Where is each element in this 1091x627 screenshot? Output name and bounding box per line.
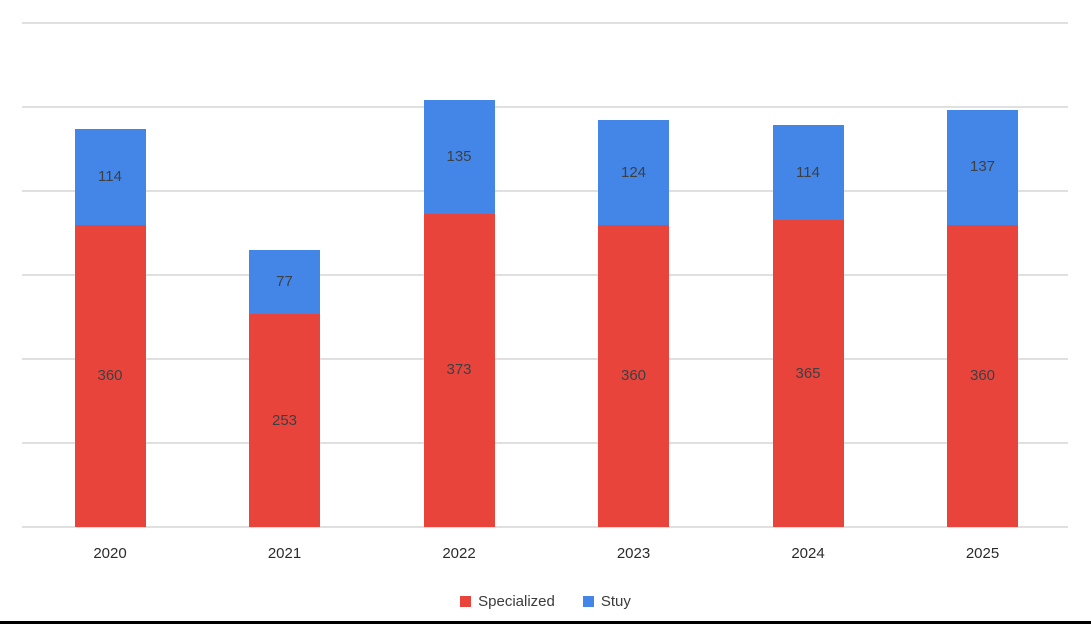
legend-item-stuy: Stuy [582, 592, 631, 610]
bar-segment-specialized-2025 [947, 224, 1018, 527]
data-label-specialized-2020: 360 [97, 366, 123, 384]
legend-swatch-stuy-icon [582, 595, 594, 607]
bar-segment-stuy-2023 [598, 120, 669, 225]
data-label-specialized-2021: 253 [271, 411, 298, 429]
x-axis-label-2022: 2022 [442, 545, 476, 562]
gridline [22, 106, 1068, 108]
gridline [22, 358, 1068, 360]
data-label-stuy-2021: 77 [276, 273, 293, 291]
bar-segment-stuy-2022 [423, 100, 495, 214]
x-axis-label-2025: 2025 [965, 545, 1000, 562]
bar-segment-stuy-2021 [249, 249, 320, 315]
legend-label-stuy: Stuy [600, 592, 631, 610]
data-label-stuy-2024: 114 [796, 163, 820, 181]
gridline [22, 526, 1068, 528]
bar-segment-stuy-2024 [772, 124, 844, 221]
legend-swatch-specialized-icon [460, 595, 472, 607]
legend-item-specialized: Specialized [460, 593, 555, 610]
x-axis-label-2021: 2021 [267, 545, 302, 562]
gridline [22, 22, 1068, 24]
gridline [22, 274, 1068, 276]
x-axis-label-2024: 2024 [791, 545, 825, 562]
legend-label-specialized: Specialized [478, 592, 555, 610]
bar-segment-specialized-2024 [772, 220, 844, 527]
bottom-divider [0, 621, 1091, 624]
bar-segment-specialized-2021 [249, 314, 320, 527]
legend: Specialized Stuy [0, 590, 1091, 612]
data-label-stuy-2022: 135 [446, 147, 472, 165]
bar-segment-stuy-2025 [947, 109, 1018, 225]
bar-segment-specialized-2020 [74, 224, 146, 527]
data-label-stuy-2020: 114 [98, 167, 122, 185]
bar-segment-specialized-2023 [598, 224, 669, 527]
data-label-specialized-2022: 373 [446, 361, 472, 379]
data-label-specialized-2025: 360 [969, 366, 996, 384]
x-axis-label-2023: 2023 [616, 545, 651, 562]
data-label-stuy-2023: 124 [620, 163, 647, 181]
gridline [22, 190, 1068, 192]
data-label-stuy-2025: 137 [969, 158, 996, 176]
x-axis-label-2020: 2020 [93, 545, 127, 562]
gridline [22, 442, 1068, 444]
bar-segment-specialized-2022 [423, 213, 495, 527]
data-label-specialized-2023: 360 [620, 366, 647, 384]
data-label-specialized-2024: 365 [795, 364, 821, 382]
bar-segment-stuy-2020 [74, 128, 146, 225]
